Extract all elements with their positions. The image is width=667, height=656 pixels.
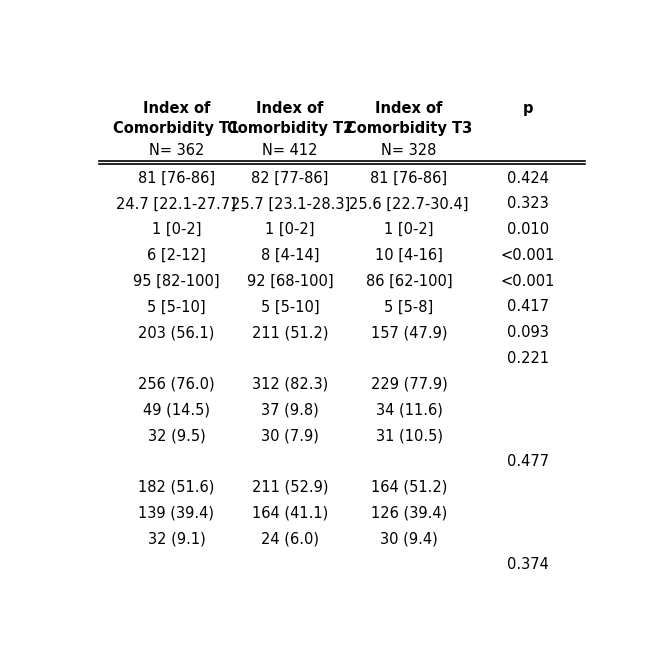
Text: 81 [76-86]: 81 [76-86] bbox=[370, 171, 448, 186]
Text: Index of
Comorbidity T1: Index of Comorbidity T1 bbox=[113, 102, 239, 136]
Text: 8 [4-14]: 8 [4-14] bbox=[261, 248, 319, 263]
Text: 24.7 [22.1-27.7]: 24.7 [22.1-27.7] bbox=[117, 196, 236, 211]
Text: Index of
Comorbidity T3: Index of Comorbidity T3 bbox=[346, 102, 472, 136]
Text: 32 (9.5): 32 (9.5) bbox=[147, 428, 205, 443]
Text: 312 (82.3): 312 (82.3) bbox=[252, 377, 328, 392]
Text: 256 (76.0): 256 (76.0) bbox=[138, 377, 215, 392]
Text: N= 412: N= 412 bbox=[262, 144, 318, 158]
Text: 32 (9.1): 32 (9.1) bbox=[147, 531, 205, 546]
Text: 24 (6.0): 24 (6.0) bbox=[261, 531, 319, 546]
Text: 164 (41.1): 164 (41.1) bbox=[252, 506, 328, 521]
Text: 25.6 [22.7-30.4]: 25.6 [22.7-30.4] bbox=[350, 196, 469, 211]
Text: 0.093: 0.093 bbox=[507, 325, 549, 340]
Text: N= 328: N= 328 bbox=[382, 144, 437, 158]
Text: 1 [0-2]: 1 [0-2] bbox=[265, 222, 315, 237]
Text: 229 (77.9): 229 (77.9) bbox=[371, 377, 448, 392]
Text: 164 (51.2): 164 (51.2) bbox=[371, 480, 448, 495]
Text: 157 (47.9): 157 (47.9) bbox=[371, 325, 448, 340]
Text: 92 [68-100]: 92 [68-100] bbox=[247, 274, 334, 289]
Text: p: p bbox=[523, 102, 533, 117]
Text: 81 [76-86]: 81 [76-86] bbox=[138, 171, 215, 186]
Text: 95 [82-100]: 95 [82-100] bbox=[133, 274, 219, 289]
Text: 31 (10.5): 31 (10.5) bbox=[376, 428, 442, 443]
Text: 0.424: 0.424 bbox=[507, 171, 549, 186]
Text: 0.221: 0.221 bbox=[507, 351, 549, 366]
Text: 86 [62-100]: 86 [62-100] bbox=[366, 274, 452, 289]
Text: N= 362: N= 362 bbox=[149, 144, 204, 158]
Text: 6 [2-12]: 6 [2-12] bbox=[147, 248, 206, 263]
Text: 30 (9.4): 30 (9.4) bbox=[380, 531, 438, 546]
Text: 5 [5-10]: 5 [5-10] bbox=[147, 299, 205, 314]
Text: 34 (11.6): 34 (11.6) bbox=[376, 403, 442, 417]
Text: 211 (52.9): 211 (52.9) bbox=[252, 480, 328, 495]
Text: 203 (56.1): 203 (56.1) bbox=[138, 325, 215, 340]
Text: 49 (14.5): 49 (14.5) bbox=[143, 403, 210, 417]
Text: <0.001: <0.001 bbox=[501, 274, 555, 289]
Text: 1 [0-2]: 1 [0-2] bbox=[151, 222, 201, 237]
Text: 0.010: 0.010 bbox=[507, 222, 549, 237]
Text: 37 (9.8): 37 (9.8) bbox=[261, 403, 319, 417]
Text: 30 (7.9): 30 (7.9) bbox=[261, 428, 319, 443]
Text: <0.001: <0.001 bbox=[501, 248, 555, 263]
Text: 5 [5-10]: 5 [5-10] bbox=[261, 299, 319, 314]
Text: 182 (51.6): 182 (51.6) bbox=[138, 480, 215, 495]
Text: Index of
Comorbidity T2: Index of Comorbidity T2 bbox=[227, 102, 354, 136]
Text: 0.323: 0.323 bbox=[507, 196, 549, 211]
Text: 25.7 [23.1-28.3]: 25.7 [23.1-28.3] bbox=[231, 196, 350, 211]
Text: 1 [0-2]: 1 [0-2] bbox=[384, 222, 434, 237]
Text: 211 (51.2): 211 (51.2) bbox=[252, 325, 328, 340]
Text: 139 (39.4): 139 (39.4) bbox=[139, 506, 214, 521]
Text: 126 (39.4): 126 (39.4) bbox=[371, 506, 447, 521]
Text: 0.477: 0.477 bbox=[507, 454, 549, 469]
Text: 5 [5-8]: 5 [5-8] bbox=[384, 299, 434, 314]
Text: 10 [4-16]: 10 [4-16] bbox=[375, 248, 443, 263]
Text: 0.417: 0.417 bbox=[507, 299, 549, 314]
Text: 0.374: 0.374 bbox=[507, 557, 549, 572]
Text: 82 [77-86]: 82 [77-86] bbox=[251, 171, 329, 186]
